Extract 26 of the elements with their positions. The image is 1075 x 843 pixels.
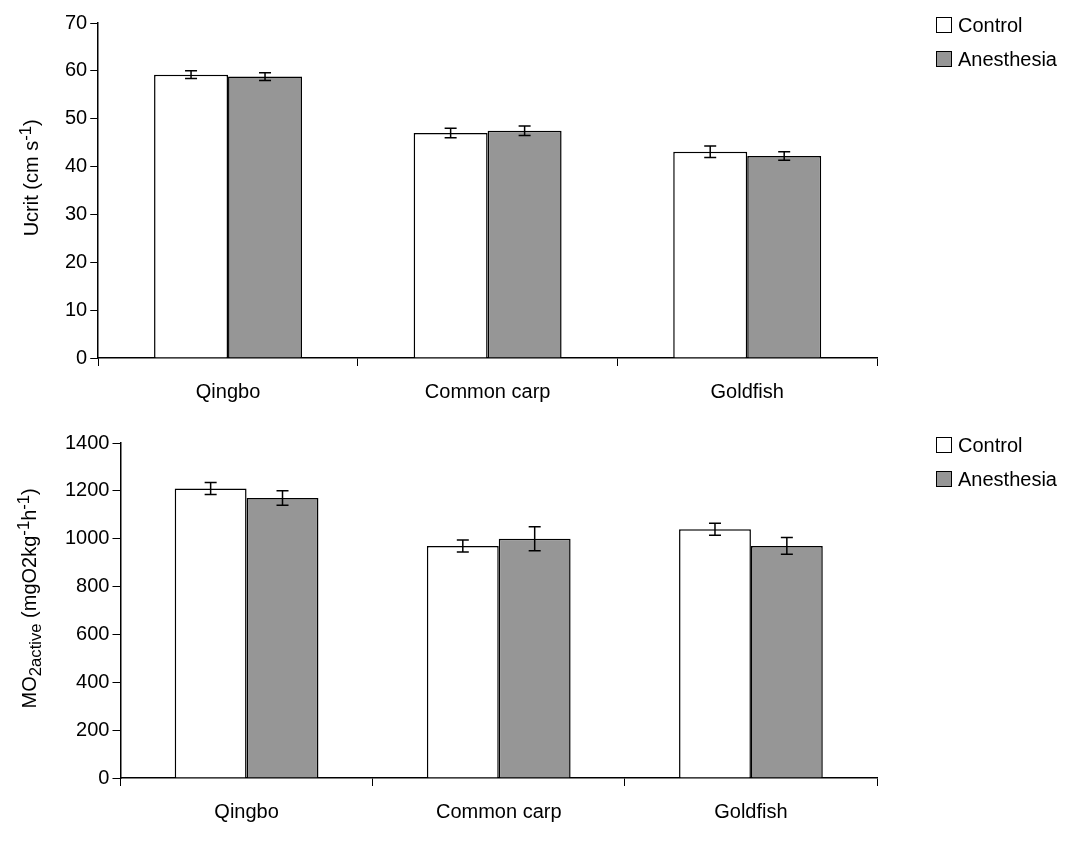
y-tick-label: 1000 (64, 526, 110, 549)
x-tick-label: Qingbo (195, 379, 261, 402)
x-tick-label: Goldfish (714, 799, 788, 822)
y-tick-label: 40 (65, 154, 88, 177)
x-tick-label: Common carp (435, 799, 562, 822)
y-tick-label: 50 (65, 106, 88, 129)
legend-label: Anesthesia (958, 467, 1057, 492)
text: Control (958, 433, 1023, 458)
y-tick-label: 0 (76, 345, 88, 368)
x-tick-label: Goldfish (710, 379, 784, 402)
y-tick-label: 70 (65, 10, 88, 33)
y-tick-label: 30 (65, 201, 88, 224)
y-tick-label: 400 (76, 669, 110, 692)
text: Control (958, 13, 1023, 38)
x-tick-label: Common carp (424, 379, 551, 402)
y-tick-label: 800 (76, 574, 110, 597)
y-tick-label: 600 (76, 621, 110, 644)
y-tick-label: 10 (65, 297, 88, 320)
y-tick-label: 60 (65, 58, 88, 81)
y-tick-label: 1400 (64, 430, 110, 453)
y-tick-label: 200 (76, 717, 110, 740)
legend-label: Anesthesia (958, 47, 1057, 72)
y-tick-label: 0 (98, 765, 110, 788)
y-tick-label: 1200 (64, 478, 110, 501)
y-tick-label: 20 (65, 249, 88, 272)
x-tick-label: Qingbo (214, 799, 279, 822)
